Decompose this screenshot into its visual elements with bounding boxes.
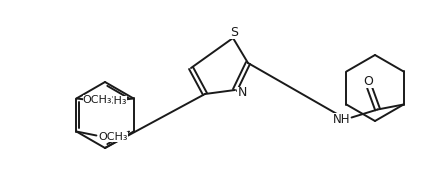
Text: NH: NH (333, 113, 351, 126)
Text: OCH₃: OCH₃ (99, 131, 128, 142)
Text: N: N (237, 86, 247, 99)
Text: S: S (230, 26, 238, 39)
Text: OCH₃: OCH₃ (98, 96, 127, 105)
Text: O: O (364, 75, 374, 88)
Text: OCH₃: OCH₃ (83, 96, 112, 105)
